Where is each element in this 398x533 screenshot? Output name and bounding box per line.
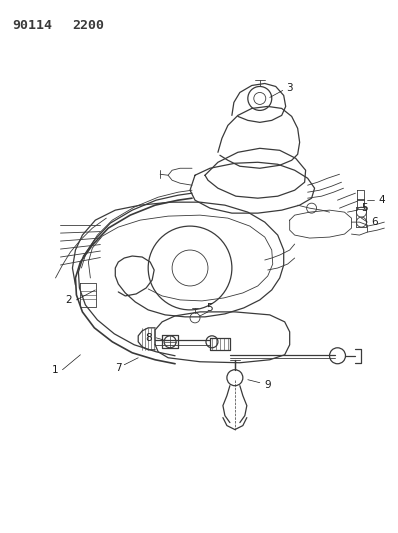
Text: 5: 5 <box>207 303 213 313</box>
Text: 3: 3 <box>287 84 293 93</box>
Text: 9: 9 <box>264 379 271 390</box>
Text: 4: 4 <box>378 195 385 205</box>
Text: 8: 8 <box>145 333 152 343</box>
Text: 7: 7 <box>115 363 122 373</box>
Text: 5: 5 <box>361 203 368 213</box>
Text: 90114: 90114 <box>13 19 53 31</box>
Text: 2: 2 <box>65 295 72 305</box>
Text: 2200: 2200 <box>72 19 104 31</box>
Text: 6: 6 <box>371 217 378 227</box>
Text: 1: 1 <box>52 365 59 375</box>
